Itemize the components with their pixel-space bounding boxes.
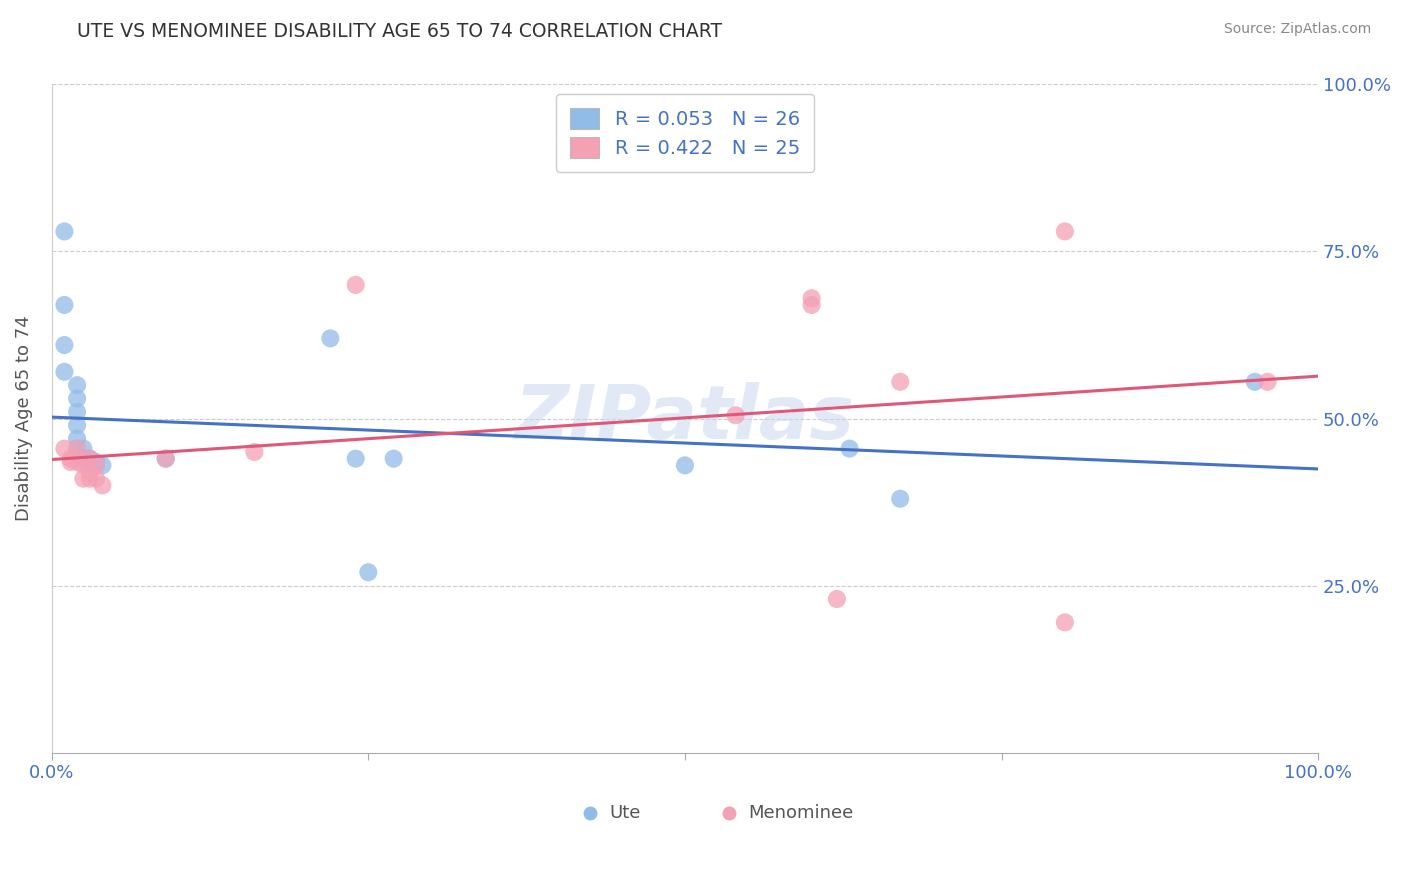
Point — [84, 472, 107, 486]
Legend: R = 0.053   N = 26, R = 0.422   N = 25: R = 0.053 N = 26, R = 0.422 N = 25 — [557, 95, 814, 171]
Point — [243, 445, 266, 459]
Point — [66, 418, 89, 433]
Point — [66, 451, 89, 466]
Point — [53, 298, 76, 312]
Point — [84, 455, 107, 469]
Point — [825, 591, 848, 606]
Text: UTE VS MENOMINEE DISABILITY AGE 65 TO 74 CORRELATION CHART: UTE VS MENOMINEE DISABILITY AGE 65 TO 74… — [77, 22, 723, 41]
Point — [79, 455, 101, 469]
Point — [66, 455, 89, 469]
Point — [155, 451, 177, 466]
Point — [84, 458, 107, 473]
Point — [1053, 615, 1076, 630]
Point — [72, 442, 94, 456]
Point — [66, 432, 89, 446]
Point — [1256, 375, 1278, 389]
Point — [79, 451, 101, 466]
Point — [889, 375, 911, 389]
Y-axis label: Disability Age 65 to 74: Disability Age 65 to 74 — [15, 316, 32, 522]
Point — [53, 338, 76, 352]
Point — [357, 566, 380, 580]
Point — [53, 224, 76, 238]
Point — [344, 451, 367, 466]
Point — [79, 472, 101, 486]
Point — [319, 331, 342, 345]
Point — [72, 458, 94, 473]
Point — [838, 442, 860, 456]
Point — [53, 442, 76, 456]
Point — [673, 458, 696, 473]
Point — [72, 451, 94, 466]
Point — [889, 491, 911, 506]
Point — [66, 378, 89, 392]
Point — [59, 451, 82, 466]
Point — [382, 451, 405, 466]
Point — [84, 458, 107, 473]
Text: Source: ZipAtlas.com: Source: ZipAtlas.com — [1223, 22, 1371, 37]
Point — [79, 465, 101, 479]
Text: Ute: Ute — [609, 804, 640, 822]
Point — [724, 408, 747, 422]
Point — [72, 472, 94, 486]
Point — [91, 478, 114, 492]
Point — [800, 298, 823, 312]
Text: ZIPatlas: ZIPatlas — [515, 382, 855, 455]
Point — [1243, 375, 1265, 389]
Point — [800, 291, 823, 305]
Point — [91, 458, 114, 473]
Point — [66, 405, 89, 419]
Point — [1053, 224, 1076, 238]
Point — [53, 365, 76, 379]
Point — [79, 451, 101, 466]
Text: Menominee: Menominee — [748, 804, 853, 822]
Point — [155, 451, 177, 466]
Point — [344, 277, 367, 292]
Point — [66, 442, 89, 456]
Point — [66, 442, 89, 456]
Point — [66, 392, 89, 406]
Point — [59, 455, 82, 469]
